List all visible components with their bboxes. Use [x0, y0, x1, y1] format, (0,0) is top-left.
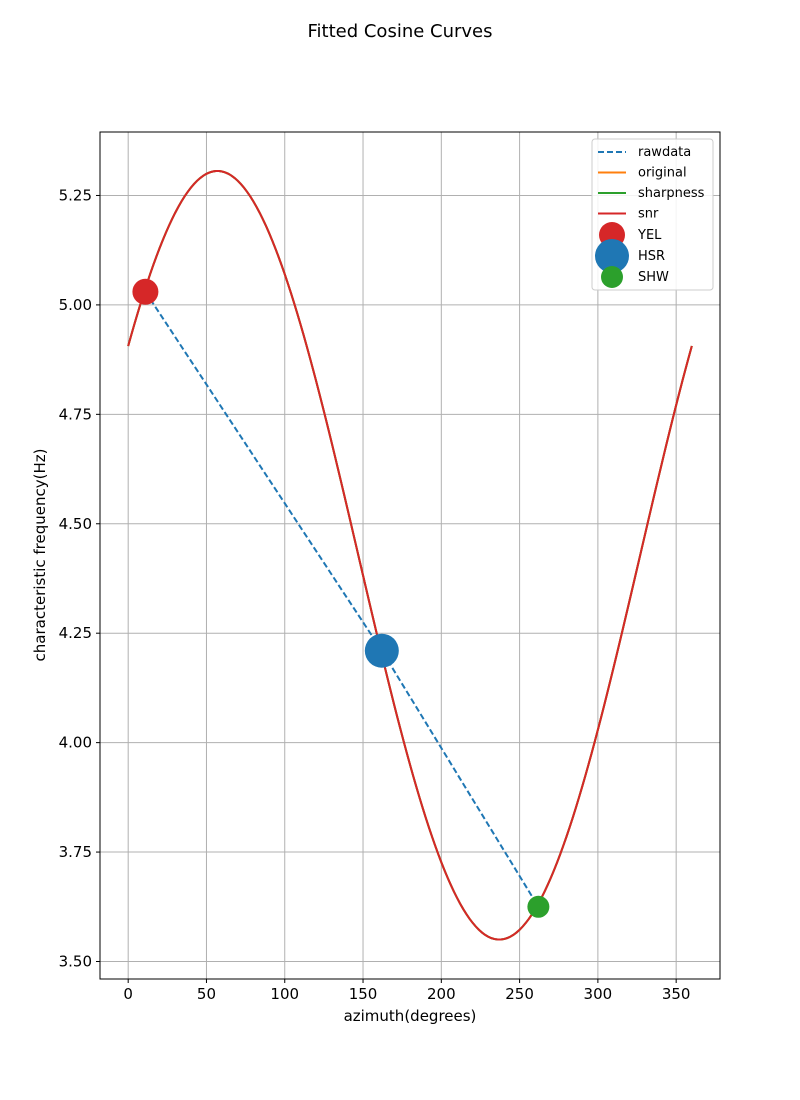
y-tick-label: 3.50: [59, 952, 92, 970]
series-line-snr: [127, 170, 693, 941]
x-tick-label: 350: [662, 985, 691, 1003]
y-tick-label: 4.75: [59, 405, 92, 423]
plot-frame: [99, 131, 721, 980]
legend-label-shw: SHW: [638, 270, 669, 285]
legend-marker-hsr: [595, 239, 629, 273]
x-tick-label: 50: [197, 985, 216, 1003]
legend-label-sharpness: sharpness: [638, 186, 705, 201]
point-yel: [132, 278, 159, 305]
grid: [100, 132, 720, 979]
x-tick-label: 300: [584, 985, 613, 1003]
x-axis-label: azimuth(degrees): [344, 1007, 477, 1025]
legend-label-original: original: [638, 166, 687, 181]
y-tick-label: 5.25: [59, 186, 92, 204]
y-tick-label: 4.25: [59, 624, 92, 642]
chart-title: Fitted Cosine Curves: [307, 21, 492, 42]
x-tick-label: 250: [505, 985, 534, 1003]
ticks: 0 50 100 150 200 250 300 350 3.50 3.75 4.00 4.25 4.5…: [59, 186, 691, 1003]
series-line-rawdata: [144, 291, 540, 908]
y-axis-label: characteristic frequency(Hz): [31, 449, 49, 662]
curves: [127, 170, 693, 941]
x-tick-label: 150: [349, 985, 378, 1003]
legend: rawdata original sharpness snr YEL HSR SHW: [591, 138, 714, 291]
legend-label-hsr: HSR: [638, 249, 665, 264]
y-tick-label: 4.50: [59, 515, 92, 533]
y-tick-label: 3.75: [59, 843, 92, 861]
points: [132, 278, 550, 918]
x-tick-label: 200: [427, 985, 456, 1003]
legend-marker-shw: [601, 266, 623, 288]
point-shw: [527, 895, 550, 918]
point-hsr: [364, 633, 399, 668]
legend-label-snr: snr: [638, 207, 659, 222]
legend-label-rawdata: rawdata: [638, 145, 691, 160]
y-tick-label: 4.00: [59, 734, 92, 752]
x-tick-label: 0: [123, 985, 133, 1003]
y-tick-label: 5.00: [59, 296, 92, 314]
legend-label-yel: YEL: [637, 228, 662, 243]
x-tick-label: 100: [270, 985, 299, 1003]
